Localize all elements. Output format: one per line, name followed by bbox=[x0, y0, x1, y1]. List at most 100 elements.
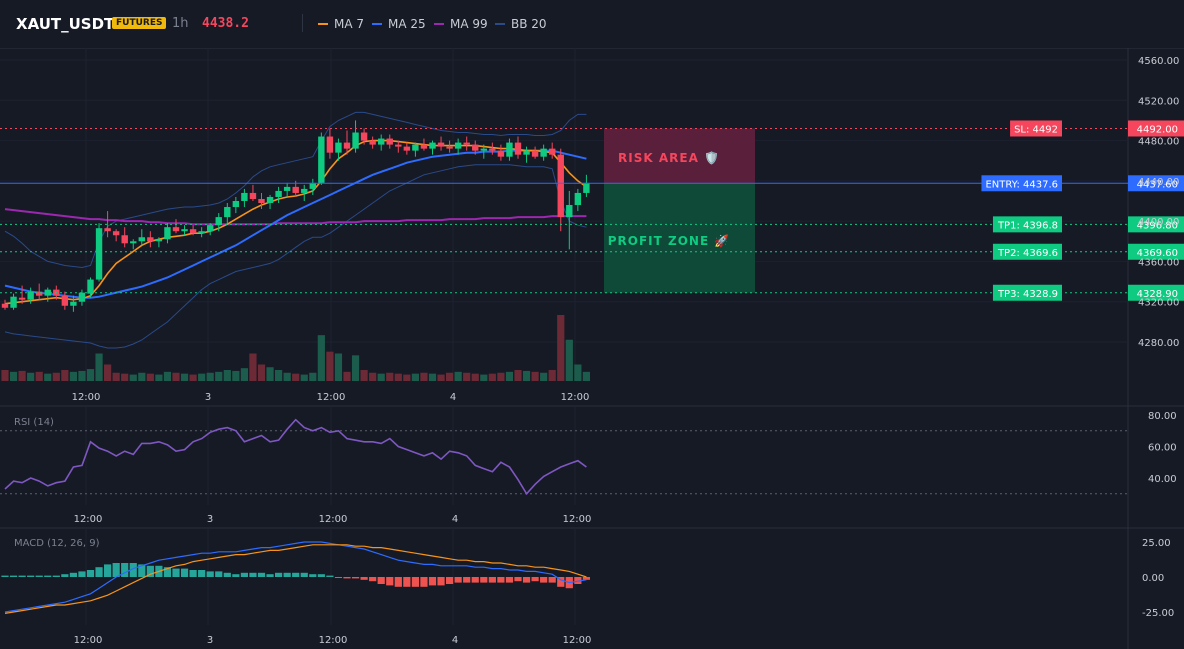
header-divider bbox=[302, 14, 303, 32]
price-level-tp: TP2: 4369.6 4369.60 bbox=[0, 243, 1184, 260]
macd-histogram-bar bbox=[223, 572, 231, 577]
volume-bar bbox=[411, 373, 419, 381]
volume-bar bbox=[61, 370, 69, 381]
macd-histogram-bar bbox=[557, 577, 565, 587]
macd-histogram-bar bbox=[180, 568, 189, 577]
volume-bar bbox=[206, 372, 214, 381]
candle-body bbox=[301, 188, 308, 193]
macd-histogram-bar bbox=[480, 577, 488, 583]
volume-bar bbox=[52, 372, 60, 381]
candle-body bbox=[104, 228, 111, 232]
macd-line bbox=[4, 541, 587, 613]
macd-histogram-bar bbox=[403, 577, 411, 587]
macd-histogram-bar bbox=[514, 577, 522, 582]
candle-body bbox=[241, 192, 248, 201]
volume-bar bbox=[300, 374, 308, 381]
candle-body bbox=[87, 279, 94, 294]
candle-body bbox=[207, 225, 214, 232]
macd-histogram-bar bbox=[52, 575, 60, 577]
macd-histogram-bar bbox=[497, 577, 505, 583]
macd-histogram-bar bbox=[78, 571, 86, 577]
volume-bar bbox=[488, 373, 496, 381]
macd-histogram-bar bbox=[446, 577, 454, 584]
volume-bar bbox=[446, 372, 454, 381]
rsi-tick-label: 60.00 bbox=[1148, 443, 1177, 454]
candle-body bbox=[386, 138, 393, 145]
legend-ma99[interactable]: MA 99 bbox=[434, 17, 488, 31]
level-label-box bbox=[992, 284, 1062, 301]
time-tick-label: 4 bbox=[452, 635, 458, 646]
volume-bar bbox=[377, 373, 385, 381]
candle-body bbox=[309, 182, 316, 189]
volume-bar bbox=[480, 374, 488, 381]
level-label-box bbox=[992, 243, 1062, 260]
candle-body bbox=[147, 237, 154, 242]
level-label: SL: 4492 bbox=[1014, 124, 1058, 135]
candle-body bbox=[27, 291, 34, 300]
time-tick-label: 12:00 bbox=[72, 392, 101, 403]
time-tick-label: 12:00 bbox=[319, 635, 348, 646]
volume-bar bbox=[121, 373, 129, 381]
candle-body bbox=[275, 190, 282, 197]
candle-body bbox=[557, 154, 564, 218]
volume-bar bbox=[514, 370, 522, 381]
macd-histogram-bar bbox=[138, 564, 146, 577]
candle-body bbox=[566, 205, 573, 218]
volume-bar bbox=[317, 335, 325, 381]
level-value: 4437.60 bbox=[1137, 179, 1178, 190]
symbol-name[interactable]: XAUT_USDT bbox=[16, 15, 115, 33]
macd-histogram-bar bbox=[61, 574, 69, 577]
volume-bar bbox=[249, 353, 257, 381]
macd-histogram-bar bbox=[129, 563, 137, 577]
macd-histogram-bar bbox=[27, 575, 35, 577]
candle-body bbox=[549, 148, 556, 155]
volume-bar bbox=[283, 372, 291, 381]
legend-ma25[interactable]: MA 25 bbox=[372, 17, 426, 31]
macd-histogram-bar bbox=[283, 572, 291, 577]
rsi-tick-label: 80.00 bbox=[1148, 411, 1177, 422]
candle-body bbox=[429, 142, 436, 149]
rsi-pane: 80.00 60.00 40.00 bbox=[0, 411, 1177, 496]
time-tick-label: 12:00 bbox=[317, 392, 346, 403]
legend-ma99-label: MA 99 bbox=[450, 17, 488, 31]
volume-bar bbox=[454, 371, 462, 381]
last-price: 4438.2 bbox=[202, 16, 249, 31]
chart-canvas[interactable]: SL: 4492 4492.00 ENTRY: 4437.6 4437.60 TP1: … bbox=[0, 48, 1184, 649]
rsi-line bbox=[4, 418, 587, 496]
macd-histogram-bar bbox=[292, 572, 300, 577]
time-tick-label: 12:00 bbox=[74, 635, 103, 646]
price-tick-label: 4480.00 bbox=[1138, 137, 1179, 148]
candle-body bbox=[318, 136, 325, 183]
volume-bars bbox=[1, 315, 590, 381]
price-axis[interactable]: 4560.00 4520.00 4480.00 4440.00 4400.00 4360.… bbox=[1138, 56, 1179, 349]
candle-body bbox=[249, 192, 257, 199]
candle-body bbox=[583, 182, 590, 193]
macd-histogram-bar bbox=[334, 577, 343, 578]
macd-histogram-bar bbox=[531, 577, 539, 582]
candle-body bbox=[472, 144, 479, 151]
time-axes: 12:00 3 12:00 4 12:00 12:00 3 12:00 4 12:00 12:00 3… bbox=[72, 392, 592, 646]
macd-histogram-bar bbox=[104, 564, 112, 577]
volume-bar bbox=[240, 368, 248, 381]
candle-body bbox=[506, 142, 513, 157]
candle-body bbox=[395, 144, 402, 147]
legend-ma7-label: MA 7 bbox=[334, 17, 365, 31]
volume-bar bbox=[155, 374, 163, 381]
macd-title: MACD (12, 26, 9) bbox=[14, 538, 100, 549]
price-level-tp: TP3: 4328.9 4328.90 bbox=[0, 284, 1184, 301]
macd-histogram-bar bbox=[146, 565, 154, 577]
volume-bar bbox=[582, 371, 590, 381]
macd-histogram-bar bbox=[275, 572, 283, 577]
legend-bb20[interactable]: BB 20 bbox=[495, 17, 547, 31]
level-value: 4492.00 bbox=[1137, 124, 1178, 135]
macd-histogram-bar bbox=[172, 568, 180, 577]
timeframe-label[interactable]: 1h bbox=[172, 16, 189, 31]
volume-bar bbox=[505, 371, 514, 381]
volume-bar bbox=[369, 372, 377, 381]
volume-bar bbox=[403, 374, 411, 381]
volume-bar bbox=[9, 371, 18, 381]
candle-body bbox=[412, 144, 419, 151]
price-tick-label: 4360.00 bbox=[1138, 257, 1179, 268]
legend-ma7[interactable]: MA 7 bbox=[318, 17, 364, 31]
macd-histogram-bar bbox=[317, 574, 325, 577]
